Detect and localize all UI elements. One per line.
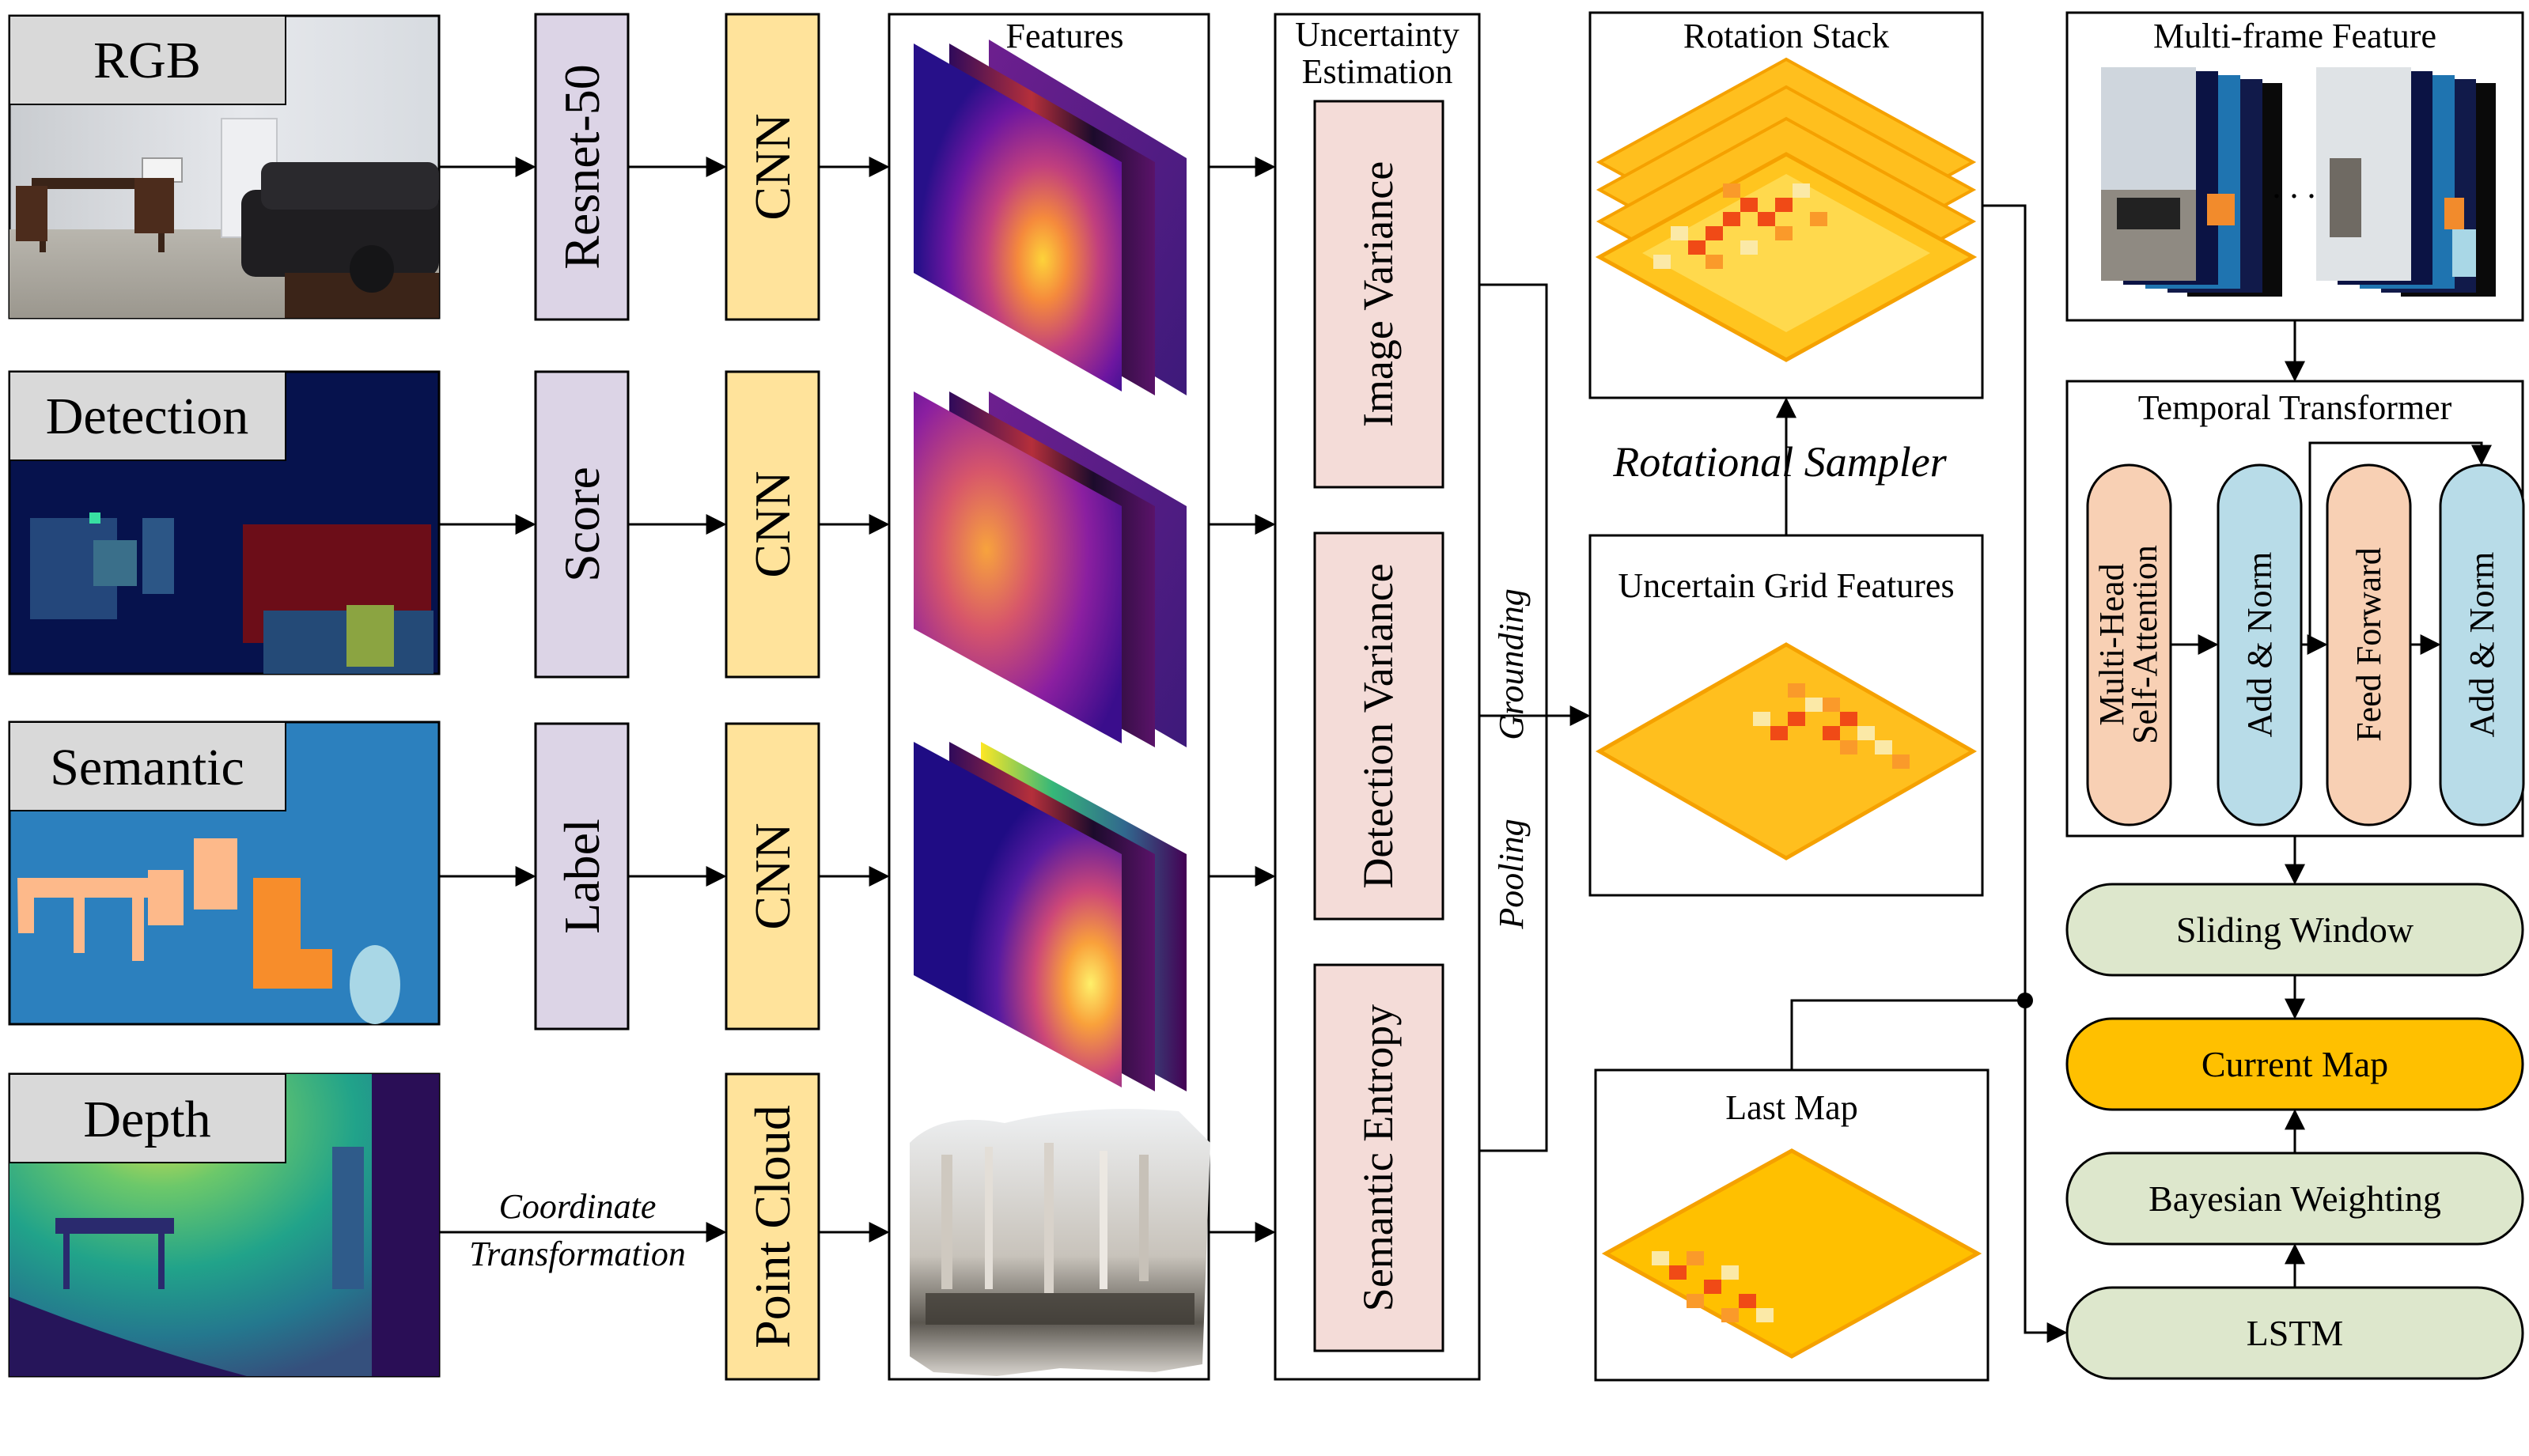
lstm-label: LSTM [2247, 1313, 2344, 1353]
lstm-block: LSTM [2065, 1286, 2524, 1380]
detection-label-box [9, 371, 286, 461]
last-map-title: Last Map [1725, 1088, 1857, 1127]
uncertainty-title-1: Uncertainty [1295, 15, 1459, 54]
score-box: Score [534, 370, 630, 679]
current-map-label: Current Map [2202, 1044, 2388, 1084]
feature-stack-detection [914, 391, 1187, 747]
feature-stack-rgb [914, 40, 1187, 395]
image-variance-label: Image Variance [1354, 161, 1402, 427]
mhsa-label-2: Self-Attention [2126, 545, 2164, 744]
uncertainty-box [1274, 13, 1481, 1381]
multi-frame-ellipsis: . . . [2273, 167, 2316, 206]
features-box [888, 13, 1210, 1381]
rotation-stack-title: Rotation Stack [1683, 17, 1889, 55]
current-map-block: Current Map [2065, 1017, 2524, 1111]
rgb-label-box [9, 15, 286, 105]
pooling-label: Pooling [1492, 819, 1531, 929]
image-variance-box: Image Variance [1313, 100, 1444, 489]
grounding-label: Grounding [1492, 588, 1531, 740]
cnn-box-1: CNN [725, 13, 820, 321]
coord-label-2: Transformation [469, 1235, 686, 1273]
depth-label: Depth [83, 1091, 210, 1148]
add-norm-block-2: Add & Norm [2439, 463, 2525, 826]
point-cloud-render [910, 1109, 1210, 1376]
multi-frame-stack-1 [2101, 67, 2282, 297]
mhsa-label-1: Multi-Head [2092, 563, 2131, 725]
semantic-entropy-box: Semantic Entropy [1313, 963, 1444, 1352]
semantic-label-box [9, 721, 286, 811]
add-norm-label-2: Add & Norm [2463, 552, 2501, 738]
sliding-window-block: Sliding Window [2065, 883, 2524, 977]
uncertain-grid-title: Uncertain Grid Features [1618, 566, 1954, 605]
feature-stack-semantic [914, 742, 1187, 1091]
rgb-label: RGB [93, 32, 201, 89]
add-norm-label-1: Add & Norm [2240, 552, 2279, 738]
mhsa-block: Multi-Head Self-Attention [2086, 463, 2172, 826]
last-map-grid [1601, 1148, 1982, 1359]
features-title: Features [1005, 17, 1123, 55]
rotation-stack-maps [1595, 57, 1978, 362]
label-box: Label [534, 722, 630, 1031]
add-norm-block-1: Add & Norm [2217, 463, 2303, 826]
resnet-box: Resnet-50 [534, 13, 630, 321]
detection-variance-box: Detection Variance [1313, 531, 1444, 921]
sliding-window-label: Sliding Window [2176, 910, 2414, 950]
junction-dot [2017, 993, 2033, 1008]
feed-forward-label: Feed Forward [2349, 547, 2388, 742]
cnn-label-2: CNN [744, 471, 801, 577]
label-label: Label [554, 819, 610, 934]
connectors [439, 157, 2492, 1343]
bayesian-weighting-label: Bayesian Weighting [2149, 1178, 2441, 1219]
score-label: Score [554, 467, 610, 582]
depth-label-box [9, 1073, 286, 1163]
detection-label: Detection [46, 388, 249, 445]
detection-variance-label: Detection Variance [1354, 563, 1402, 888]
uncertainty-title-2: Estimation [1302, 52, 1453, 91]
temporal-transformer-title: Temporal Transformer [2138, 388, 2452, 427]
multi-frame-title: Multi-frame Feature [2153, 17, 2436, 55]
coord-label-1: Coordinate [499, 1187, 657, 1226]
cnn-box-3: CNN [725, 722, 820, 1031]
resnet-label: Resnet-50 [554, 64, 610, 270]
uncertain-grid-map [1595, 642, 1978, 860]
feed-forward-block: Feed Forward [2326, 463, 2412, 826]
cnn-label-1: CNN [744, 113, 801, 220]
semantic-entropy-label: Semantic Entropy [1354, 1004, 1402, 1311]
point-cloud-label: Point Cloud [744, 1105, 801, 1348]
rotational-sampler-label: Rotational Sampler [1612, 438, 1947, 486]
semantic-label: Semantic [50, 739, 244, 796]
cnn-box-2: CNN [725, 370, 820, 679]
multi-frame-stack-2 [2316, 67, 2496, 297]
point-cloud-box: Point Cloud [725, 1072, 820, 1381]
bayesian-weighting-block: Bayesian Weighting [2065, 1152, 2524, 1246]
cnn-label-3: CNN [744, 823, 801, 929]
